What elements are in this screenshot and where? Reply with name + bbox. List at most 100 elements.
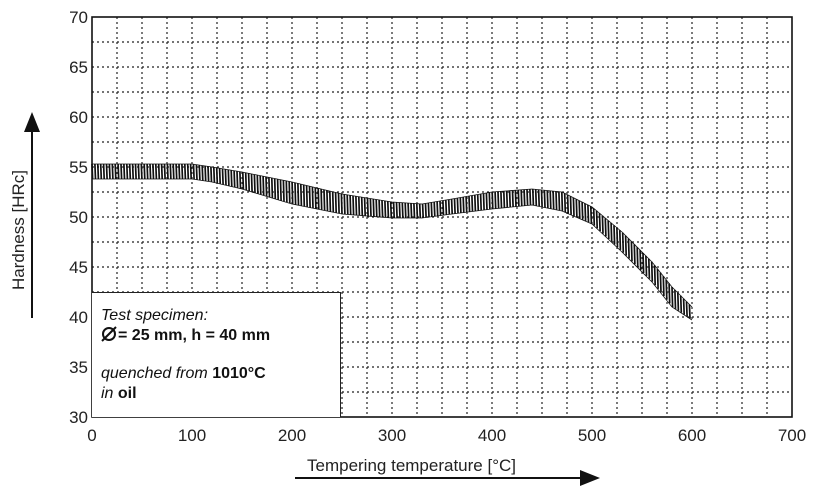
band-hatch	[320, 188, 323, 210]
band-hatch	[241, 172, 245, 190]
band-hatch	[500, 191, 503, 209]
x-axis-title: Tempering temperature [°C]	[307, 456, 516, 475]
band-hatch	[415, 203, 419, 219]
y-axis-title: Hardness [HRc]	[9, 170, 28, 290]
band-hatch	[105, 163, 108, 180]
band-hatch	[195, 164, 198, 180]
band-hatch	[575, 199, 578, 218]
band-hatch	[589, 206, 593, 224]
x-tick-label: 200	[278, 426, 306, 445]
band-hatch	[485, 192, 488, 210]
y-tick-label: 70	[69, 8, 88, 27]
x-tick-label: 700	[778, 426, 806, 445]
band-hatch	[134, 163, 137, 180]
band-hatch	[468, 195, 471, 212]
band-hatch	[618, 230, 622, 250]
band-upper-edge	[92, 163, 693, 308]
band-hatch	[175, 163, 178, 180]
band-hatch	[250, 173, 253, 192]
band-hatch	[299, 184, 303, 206]
band-hatch	[117, 163, 120, 180]
band-hatch	[375, 199, 378, 217]
band-hatch	[604, 218, 607, 237]
band-hatch	[311, 186, 314, 209]
band-hatch	[613, 225, 616, 245]
band-hatch	[189, 163, 193, 180]
band-hatch	[259, 175, 262, 195]
band-hatch	[233, 170, 236, 188]
band-hatch	[181, 163, 184, 180]
band-hatch	[210, 166, 213, 182]
band-hatch	[340, 193, 343, 214]
band-hatch	[462, 197, 465, 213]
band-lower-edge	[92, 178, 693, 321]
band-hatch	[537, 189, 541, 207]
band-hatch	[218, 168, 222, 184]
band-hatch	[247, 173, 251, 192]
band-hatch	[427, 202, 430, 218]
band-hatch	[413, 203, 416, 219]
band-hatch	[479, 193, 483, 211]
band-hatch	[682, 298, 686, 315]
band-hatch	[201, 165, 204, 181]
band-hatch	[149, 163, 152, 180]
band-hatch	[239, 171, 242, 189]
band-hatch	[511, 190, 514, 207]
band-hatch	[491, 191, 494, 210]
band-hatch	[395, 202, 398, 219]
band-hatch	[679, 295, 683, 313]
band-hatch	[123, 163, 126, 180]
band-hatch	[323, 189, 326, 211]
band-hatch	[99, 163, 103, 180]
band-hatch	[627, 238, 630, 259]
band-hatch	[349, 195, 352, 215]
diameter-icon	[101, 326, 117, 342]
band-hatch	[262, 176, 265, 196]
band-hatch	[442, 200, 445, 216]
band-hatch	[581, 202, 584, 220]
x-tick-label: 600	[678, 426, 706, 445]
band-hatch	[433, 201, 436, 217]
band-hatch	[146, 163, 149, 180]
band-hatch	[668, 283, 671, 304]
x-tick-label: 300	[378, 426, 406, 445]
band-hatch	[386, 201, 390, 218]
band-hatch	[212, 167, 216, 183]
band-hatch	[540, 189, 543, 207]
band-hatch	[529, 189, 532, 206]
band-hatch	[198, 165, 201, 181]
band-hatch	[302, 184, 306, 207]
band-hatch	[450, 199, 454, 215]
band-hatch	[633, 244, 636, 265]
band-hatch	[404, 202, 407, 219]
band-hatch	[436, 201, 439, 217]
band-hatch	[221, 168, 224, 185]
band-hatch	[607, 220, 610, 240]
band-hatch	[630, 241, 633, 262]
band-hatch	[674, 289, 677, 309]
band-hatch	[676, 292, 680, 311]
band-hatch	[230, 170, 233, 187]
band-hatch	[476, 194, 480, 211]
band-hatch	[381, 200, 384, 218]
band-hatch	[647, 258, 651, 279]
band-hatch	[410, 203, 413, 219]
band-hatch	[621, 232, 625, 253]
x-tick-label: 100	[178, 426, 206, 445]
band-hatch	[331, 191, 335, 213]
band-hatch	[111, 163, 114, 180]
band-hatch	[244, 172, 248, 191]
legend-medium: in oil	[101, 385, 137, 402]
hardness-band	[91, 163, 693, 321]
band-hatch	[685, 301, 688, 317]
band-hatch	[447, 199, 451, 215]
band-hatch	[520, 189, 523, 207]
band-hatch	[598, 213, 601, 232]
band-hatch	[497, 191, 500, 209]
band-hatch	[334, 192, 338, 213]
y-tick-label: 65	[69, 58, 88, 77]
band-hatch	[273, 178, 277, 199]
band-hatch	[224, 169, 227, 186]
band-hatch	[154, 163, 158, 180]
